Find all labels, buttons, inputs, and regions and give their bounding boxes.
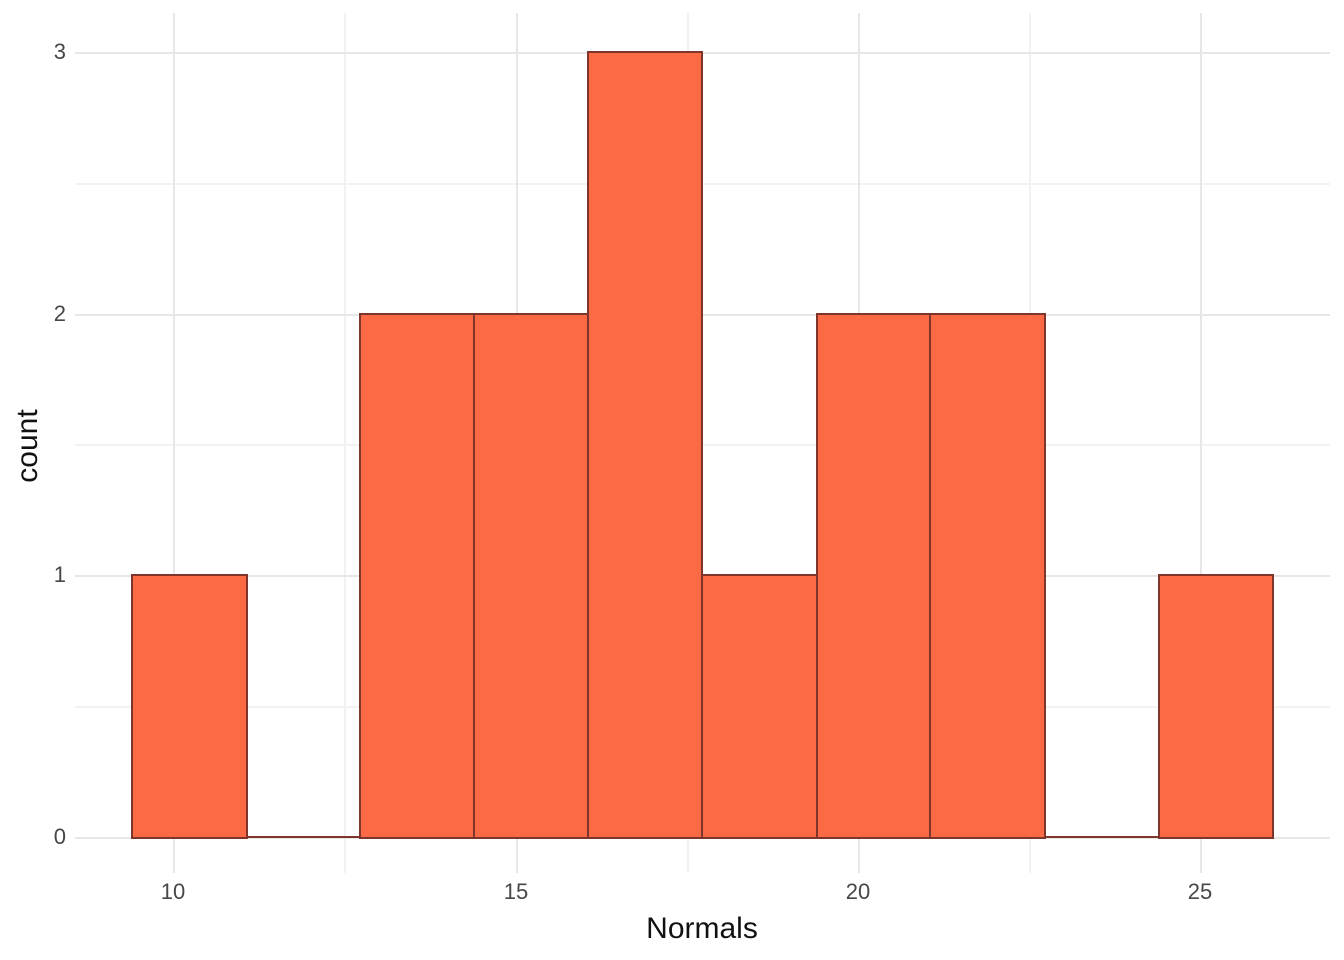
y-axis-title: count (11, 409, 44, 483)
gridline-x-major (1200, 13, 1202, 873)
histogram-bar (816, 313, 931, 839)
y-tick-label: 2 (53, 301, 66, 326)
x-tick-label: 20 (845, 879, 871, 904)
x-axis-title: Normals (646, 912, 758, 945)
histogram-bar (1158, 574, 1274, 839)
histogram-bar (587, 51, 703, 839)
gridline-x-minor (344, 13, 346, 873)
y-tick-label: 1 (53, 562, 66, 587)
histogram-bar (701, 574, 818, 839)
gridline-x-major (173, 13, 175, 873)
x-tick-label: 25 (1187, 879, 1213, 904)
x-tick-label: 10 (160, 879, 186, 904)
histogram-bar (359, 313, 475, 839)
y-tick-label: 3 (53, 39, 66, 64)
y-tick-label: 0 (53, 824, 66, 849)
histogram-bar (929, 313, 1046, 839)
x-tick-label: 15 (503, 879, 529, 904)
histogram-bar (131, 574, 248, 839)
histogram-bar (473, 313, 589, 839)
